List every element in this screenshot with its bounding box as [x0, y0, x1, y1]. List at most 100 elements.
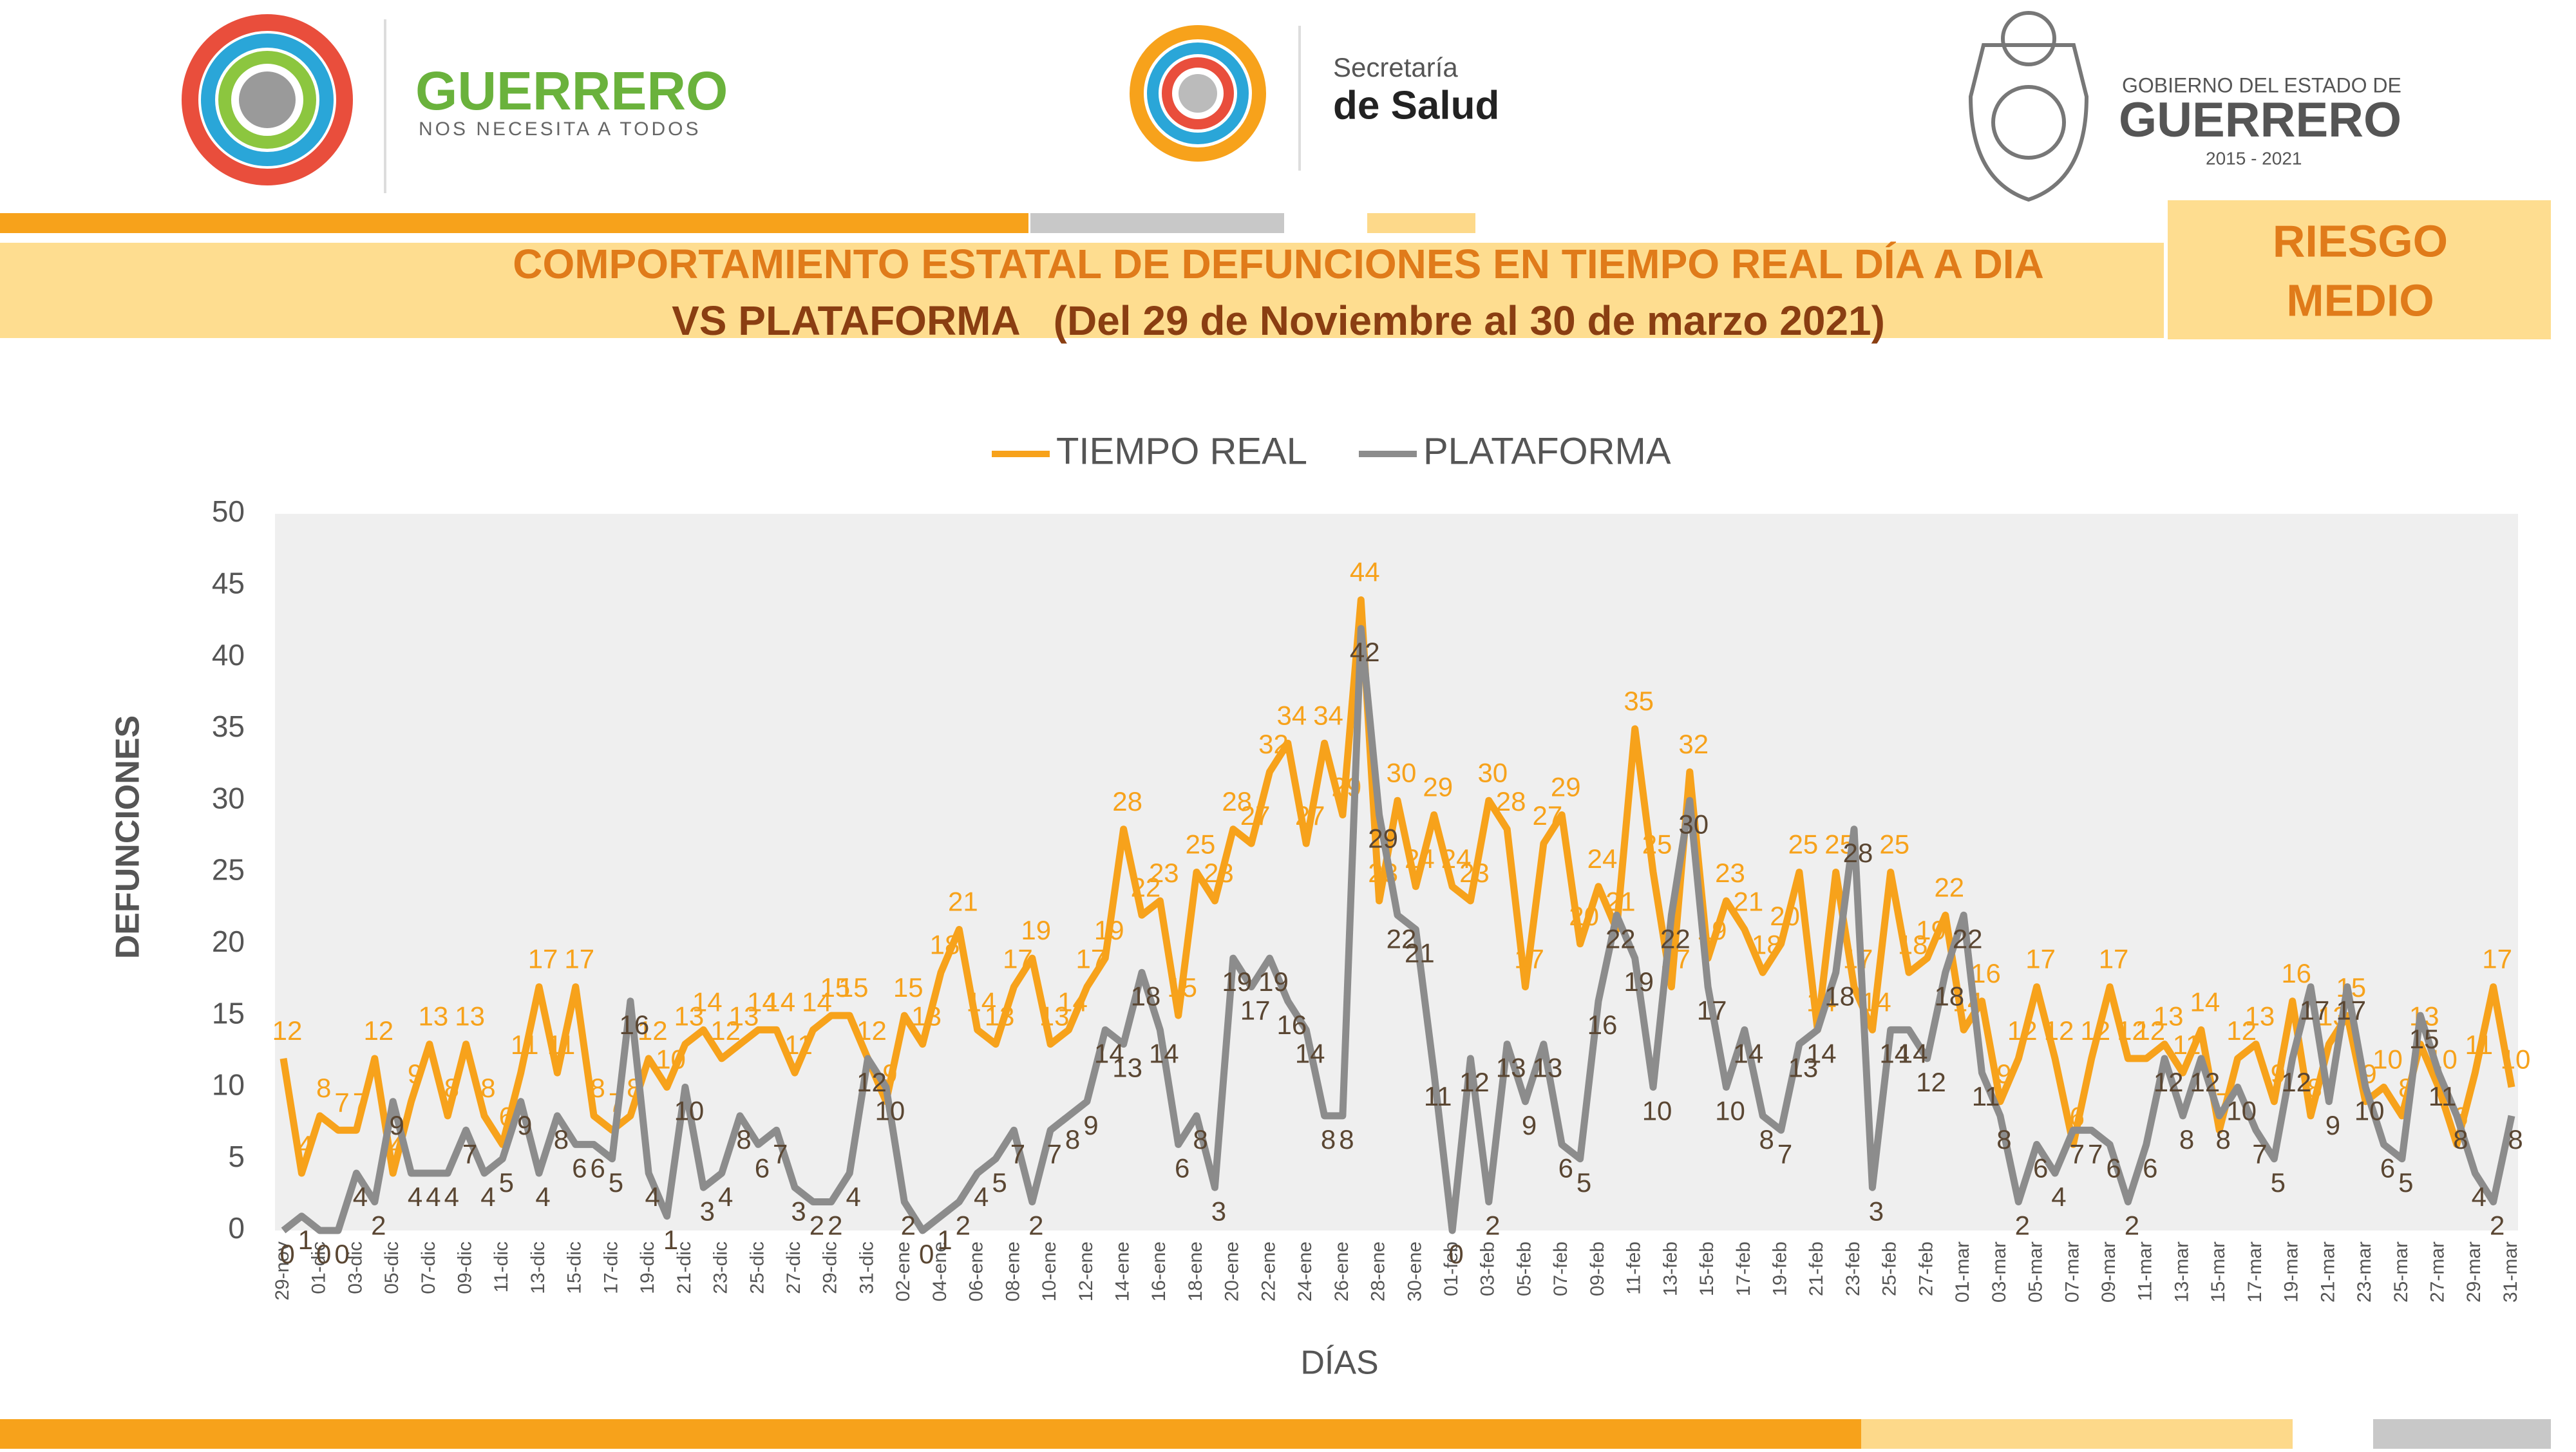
y-tick-label: 45 [212, 566, 245, 599]
data-label: 0 [919, 1239, 934, 1269]
data-label: 8 [2453, 1124, 2468, 1155]
data-label: 19 [1624, 966, 1654, 997]
data-label: 4 [444, 1182, 459, 1212]
y-tick-label: 30 [212, 781, 245, 815]
data-label: 1 [937, 1225, 952, 1255]
x-tick-label: 01-feb [1441, 1241, 1462, 1296]
data-label: 24 [1405, 844, 1435, 874]
data-label: 30 [1477, 757, 1508, 787]
x-tick-label: 16-ene [1148, 1241, 1170, 1301]
data-label: 14 [1733, 1038, 1763, 1068]
x-tick-label: 25-feb [1879, 1241, 1900, 1296]
data-label: 10 [674, 1095, 705, 1126]
data-label: 13 [1039, 1001, 1070, 1032]
data-label: 8 [1193, 1124, 1208, 1155]
title-bg [0, 243, 2164, 338]
data-label: 4 [2472, 1182, 2486, 1212]
data-label: 30 [1678, 809, 1709, 839]
data-label: 6 [590, 1153, 605, 1183]
data-label: 8 [316, 1073, 331, 1103]
data-label: 14 [1057, 986, 1088, 1017]
data-label: 22 [1131, 872, 1161, 902]
data-label: 7 [1010, 1138, 1025, 1169]
data-label: 13 [455, 1001, 485, 1032]
data-label: 4 [535, 1182, 550, 1212]
data-label: 2 [1028, 1211, 1043, 1241]
x-tick-label: 09-dic [455, 1241, 476, 1294]
data-label: 11 [511, 1030, 539, 1060]
data-label: 29 [1423, 772, 1453, 802]
data-label: 4 [974, 1182, 989, 1212]
y-axis-label: DEFUNCIONES [109, 715, 147, 959]
legend-label: TIEMPO REAL [1056, 430, 1307, 472]
data-label: 21 [1405, 938, 1435, 968]
data-label: 4 [2051, 1182, 2066, 1212]
data-label: 28 [1843, 838, 1873, 868]
data-label: 15 [820, 972, 850, 1003]
data-label: 14 [1149, 1038, 1179, 1068]
data-label: 19 [1222, 966, 1252, 997]
data-label: 18 [1898, 929, 1928, 959]
x-tick-label: 03-dic [345, 1241, 366, 1294]
data-label: 6 [1558, 1153, 1573, 1183]
x-tick-label: 17-feb [1733, 1241, 1754, 1296]
x-tick-label: 29-nov [272, 1241, 293, 1301]
data-label: 15 [893, 972, 923, 1003]
x-tick-label: 21-dic [674, 1241, 695, 1294]
y-tick-label: 20 [212, 925, 245, 958]
x-tick-label: 30-ene [1404, 1241, 1425, 1301]
x-tick-label: 15-dic [564, 1241, 585, 1294]
legend-label: PLATAFORMA [1423, 430, 1671, 472]
data-label: 6 [2380, 1153, 2395, 1183]
series-line [279, 596, 2515, 1177]
data-label: 17 [2336, 995, 2366, 1026]
data-label: 13 [729, 1001, 759, 1032]
x-tick-label: 18-ene [1185, 1241, 1206, 1301]
data-label: 19 [1094, 915, 1124, 945]
data-label: 16 [1971, 958, 2001, 988]
right-years: 2015 - 2021 [2206, 148, 2302, 168]
data-label: 13 [2154, 1001, 2184, 1032]
data-label: 11 [2173, 1030, 2201, 1060]
data-label: 17 [2025, 944, 2056, 974]
data-label: 22 [1387, 923, 1417, 954]
data-label: 16 [1276, 1010, 1307, 1040]
data-label: 15 [1167, 972, 1197, 1003]
data-label: 7 [2252, 1138, 2267, 1169]
data-label: 16 [1587, 1010, 1618, 1040]
data-label: 4 [353, 1182, 368, 1212]
data-label: 34 [1276, 700, 1307, 730]
data-label: 11 [784, 1030, 813, 1060]
x-tick-label: 05-feb [1513, 1241, 1535, 1296]
x-tick-label: 08-ene [1002, 1241, 1023, 1301]
data-label: 8 [554, 1124, 569, 1155]
data-label: 1 [298, 1225, 313, 1255]
x-tick-label: 28-ene [1368, 1241, 1389, 1301]
data-label: 22 [1953, 923, 1983, 954]
data-label: 21 [1605, 887, 1636, 917]
data-label: 32 [1678, 729, 1709, 759]
x-tick-label: 17-dic [600, 1241, 621, 1294]
data-label: 18 [1824, 981, 1855, 1011]
data-label: 17 [2482, 944, 2512, 974]
data-label: 2 [901, 1211, 916, 1241]
data-label: 0 [1448, 1239, 1463, 1269]
data-label: 1 [663, 1225, 678, 1255]
data-label: 23 [1459, 858, 1490, 888]
x-tick-label: 01-dic [308, 1241, 330, 1294]
data-label: 13 [1533, 1053, 1563, 1083]
y-tick-label: 40 [212, 638, 245, 672]
shield [1968, 11, 2089, 202]
left-title: GUERRERO [415, 61, 728, 121]
data-label: 25 [1879, 829, 1909, 860]
data-label: 12 [2080, 1015, 2110, 1046]
data-label: 4 [298, 1130, 313, 1160]
data-label: 27 [1533, 800, 1563, 831]
data-label: 9 [1996, 1059, 2011, 1089]
data-label: 18 [1131, 981, 1161, 1011]
x-tick-label: 27-feb [1915, 1241, 1937, 1296]
data-label: 2 [371, 1211, 386, 1241]
data-label: 8 [1996, 1124, 2011, 1155]
data-label: 19 [1258, 966, 1289, 997]
left-logo [182, 14, 353, 185]
